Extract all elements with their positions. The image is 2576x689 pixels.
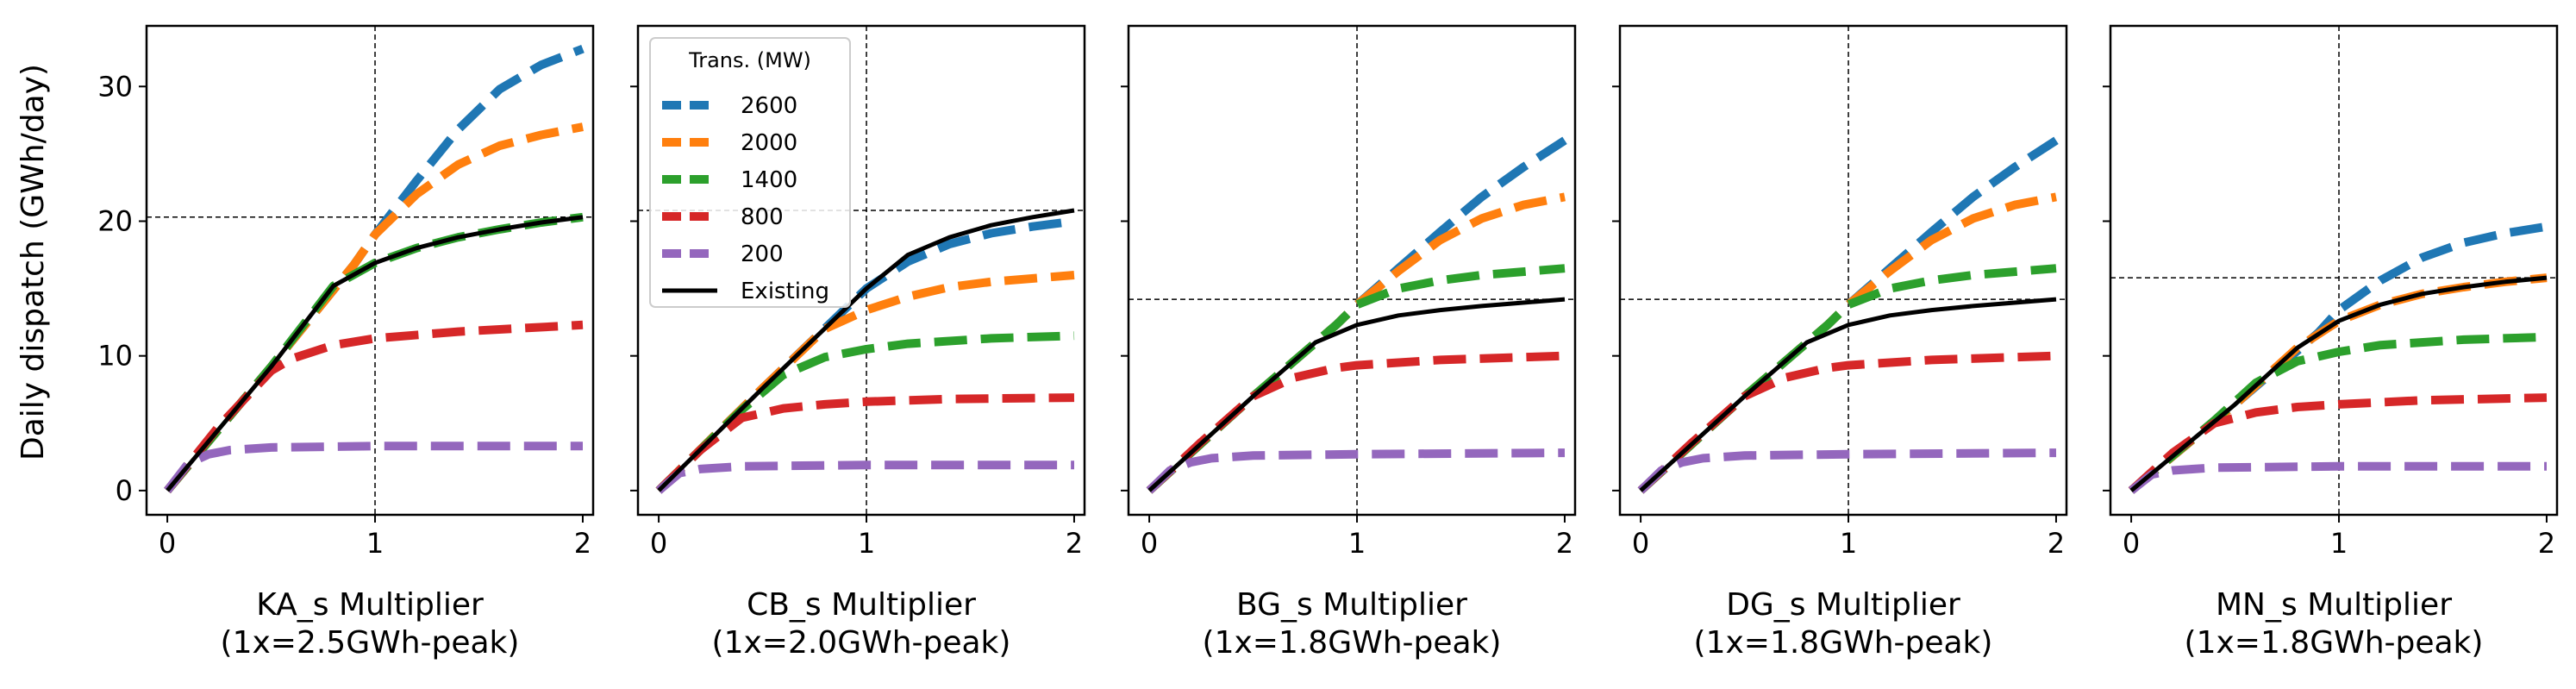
x-tick-label: 1	[366, 527, 384, 560]
panel: 0 1 2 DG_s Multiplier(1x=1.8GWh-peak)	[1612, 24, 2068, 661]
legend-title: Trans. (MW)	[688, 48, 811, 72]
y-tick-label: 20	[97, 204, 133, 237]
y-tick-label: 10	[97, 340, 133, 373]
x-axis-sublabel: (1x=1.8GWh-peak)	[2185, 625, 2484, 661]
series-line-800	[1146, 351, 1566, 494]
x-tick-label: 2	[1066, 527, 1083, 560]
series-line-800	[1637, 351, 2057, 494]
x-axis-sublabel: (1x=1.8GWh-peak)	[1203, 625, 1502, 661]
legend-label: 200	[741, 241, 784, 267]
x-axis-label: KA_s Multiplier	[256, 587, 484, 623]
axes-frame	[1127, 24, 1577, 517]
x-tick-label: 1	[2330, 527, 2348, 560]
x-tick-label: 0	[2123, 527, 2140, 560]
axes-frame	[1618, 24, 2068, 517]
x-axis-label: DG_s Multiplier	[1726, 587, 1960, 623]
axes-frame	[145, 24, 595, 517]
axes-frame	[2109, 24, 2559, 517]
x-tick-label: 0	[159, 527, 176, 560]
x-axis-sublabel: (1x=2.5GWh-peak)	[221, 625, 520, 661]
series-line-2000	[1146, 192, 1566, 494]
panel: 0 1 2 BG_s Multiplier(1x=1.8GWh-peak)	[1121, 24, 1577, 661]
panel: 0 1 2 CB_s Multiplier(1x=2.0GWh-peak)	[630, 24, 1086, 661]
panel: 0 1 2 MN_s Multiplier(1x=1.8GWh-peak)	[2103, 24, 2559, 661]
series-line-existing	[2129, 275, 2548, 492]
series-line-existing	[1639, 297, 2057, 492]
x-tick-label: 2	[1556, 527, 1573, 560]
legend-label: 2600	[741, 93, 797, 119]
legend: Trans. (MW) 2600 2000 1400 800 200 Existing	[649, 37, 851, 308]
x-axis-sublabel: (1x=1.8GWh-peak)	[1694, 625, 1993, 661]
x-tick-label: 2	[574, 527, 591, 560]
series-line-existing	[166, 215, 584, 492]
x-axis-label: BG_s Multiplier	[1236, 587, 1467, 623]
x-tick-label: 0	[650, 527, 667, 560]
x-tick-label: 0	[1141, 527, 1158, 560]
legend-label: Existing	[741, 279, 829, 304]
y-tick-label: 30	[97, 70, 133, 103]
x-tick-label: 0	[1632, 527, 1649, 560]
x-tick-label: 2	[2538, 527, 2555, 560]
series-line-200	[164, 442, 583, 493]
x-axis-label: CB_s Multiplier	[747, 587, 976, 623]
x-tick-label: 2	[2048, 527, 2065, 560]
x-tick-label: 1	[1348, 527, 1366, 560]
x-axis-sublabel: (1x=2.0GWh-peak)	[712, 625, 1011, 661]
x-tick-label: 1	[1840, 527, 1857, 560]
series-line-2000	[1637, 192, 2057, 494]
y-tick-label: 0	[116, 474, 133, 507]
legend-label: 2000	[741, 130, 797, 156]
y-axis-label: Daily dispatch (GWh/day)	[16, 64, 51, 460]
legend-label: 800	[741, 204, 784, 230]
legend-label: 1400	[741, 167, 797, 193]
series-line-existing	[1147, 297, 1566, 492]
axes-frame	[636, 24, 1086, 517]
x-tick-label: 1	[858, 527, 875, 560]
x-axis-label: MN_s Multiplier	[2216, 587, 2452, 623]
series-line-existing	[657, 208, 1075, 492]
